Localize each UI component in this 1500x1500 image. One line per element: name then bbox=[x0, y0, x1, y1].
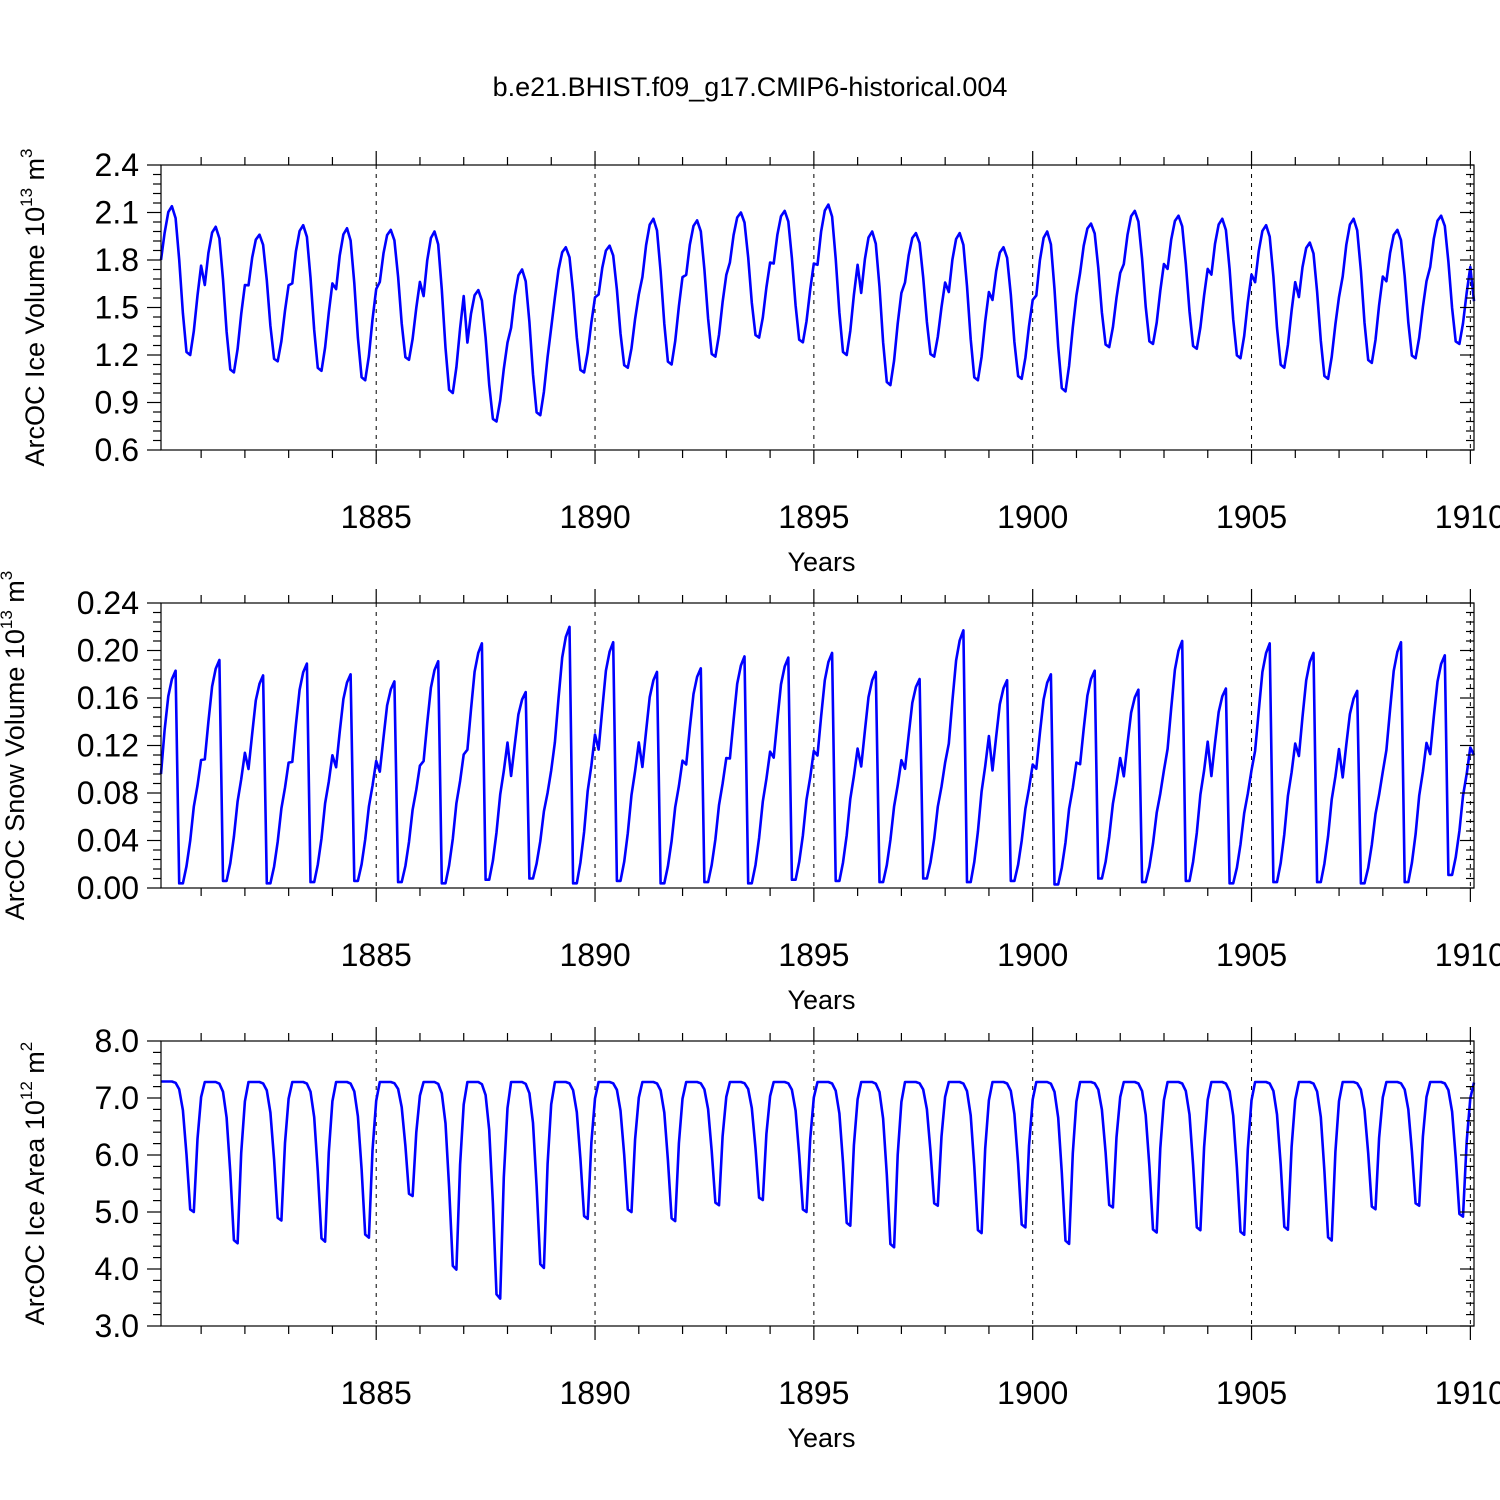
x-tick-label: 1895 bbox=[778, 1375, 849, 1411]
x-axis-label: Years bbox=[787, 985, 855, 1015]
x-tick-label: 1900 bbox=[997, 499, 1068, 535]
x-axis-label: Years bbox=[787, 1423, 855, 1453]
series-line bbox=[159, 203, 1476, 423]
y-tick-label: 8.0 bbox=[95, 1023, 139, 1059]
x-tick-label: 1890 bbox=[559, 499, 630, 535]
x-tick-label: 1910 bbox=[1435, 499, 1500, 535]
panel-2: 1885 1890 1895 1900 1905 1910 Years 0.00 0.04 0.0… bbox=[0, 571, 1500, 1015]
x-tick-label: 1890 bbox=[559, 937, 630, 973]
x-axis-label: Years bbox=[787, 547, 855, 577]
y-tick-label: 0.08 bbox=[77, 775, 139, 811]
y-tick-label: 6.0 bbox=[95, 1137, 139, 1173]
figure-title: b.e21.BHIST.f09_g17.CMIP6-historical.004 bbox=[493, 72, 1008, 102]
panel-3: 1885 1890 1895 1900 1905 1910 Years 3.0 4.0 5.0 6.… bbox=[17, 1023, 1500, 1453]
x-tick-label: 1905 bbox=[1216, 1375, 1287, 1411]
series-line bbox=[161, 1080, 1476, 1300]
panels: 1885 1890 1895 1900 1905 1910 Years 0.6 0.9 1.2 1.… bbox=[0, 147, 1500, 1453]
x-tick-label: 1905 bbox=[1216, 937, 1287, 973]
y-tick-label: 2.1 bbox=[95, 195, 139, 231]
plot-frame bbox=[160, 1040, 1475, 1327]
y-tick-label: 5.0 bbox=[95, 1194, 139, 1230]
x-tick-label: 1885 bbox=[341, 499, 412, 535]
series-line bbox=[159, 625, 1476, 886]
y-tick-label: 0.20 bbox=[77, 633, 139, 669]
y-tick-label: 1.5 bbox=[95, 290, 139, 326]
x-tick-label: 1900 bbox=[997, 937, 1068, 973]
y-tick-label: 1.8 bbox=[95, 242, 139, 278]
y-tick-label: 7.0 bbox=[95, 1080, 139, 1116]
y-tick-label: 0.24 bbox=[77, 585, 139, 621]
x-tick-label: 1900 bbox=[997, 1375, 1068, 1411]
x-tick-label: 1885 bbox=[341, 937, 412, 973]
x-tick-label: 1895 bbox=[778, 937, 849, 973]
x-tick-label: 1890 bbox=[559, 1375, 630, 1411]
panel-1: 1885 1890 1895 1900 1905 1910 Years 0.6 0.9 1.2 1.… bbox=[17, 147, 1500, 577]
y-tick-label: 0.12 bbox=[77, 728, 139, 764]
y-tick-label: 1.2 bbox=[95, 337, 139, 373]
y-tick-label: 4.0 bbox=[95, 1251, 139, 1287]
x-tick-label: 1895 bbox=[778, 499, 849, 535]
y-axis-label: ArcOC Ice Area 1012 m2 bbox=[17, 1042, 50, 1326]
y-tick-label: 0.00 bbox=[77, 870, 139, 906]
x-tick-label: 1885 bbox=[341, 1375, 412, 1411]
y-tick-label: 0.04 bbox=[77, 823, 139, 859]
plot-frame bbox=[160, 164, 1475, 451]
y-tick-label: 3.0 bbox=[95, 1308, 139, 1344]
y-tick-label: 0.6 bbox=[95, 432, 139, 468]
x-tick-label: 1910 bbox=[1435, 937, 1500, 973]
y-tick-label: 2.4 bbox=[95, 147, 139, 183]
x-tick-label: 1910 bbox=[1435, 1375, 1500, 1411]
x-tick-label: 1905 bbox=[1216, 499, 1287, 535]
y-tick-label: 0.9 bbox=[95, 385, 139, 421]
y-axis-label: ArcOC Ice Volume 1013 m3 bbox=[17, 148, 50, 466]
y-tick-label: 0.16 bbox=[77, 680, 139, 716]
y-axis-label: ArcOC Snow Volume 1013 m3 bbox=[0, 571, 30, 921]
